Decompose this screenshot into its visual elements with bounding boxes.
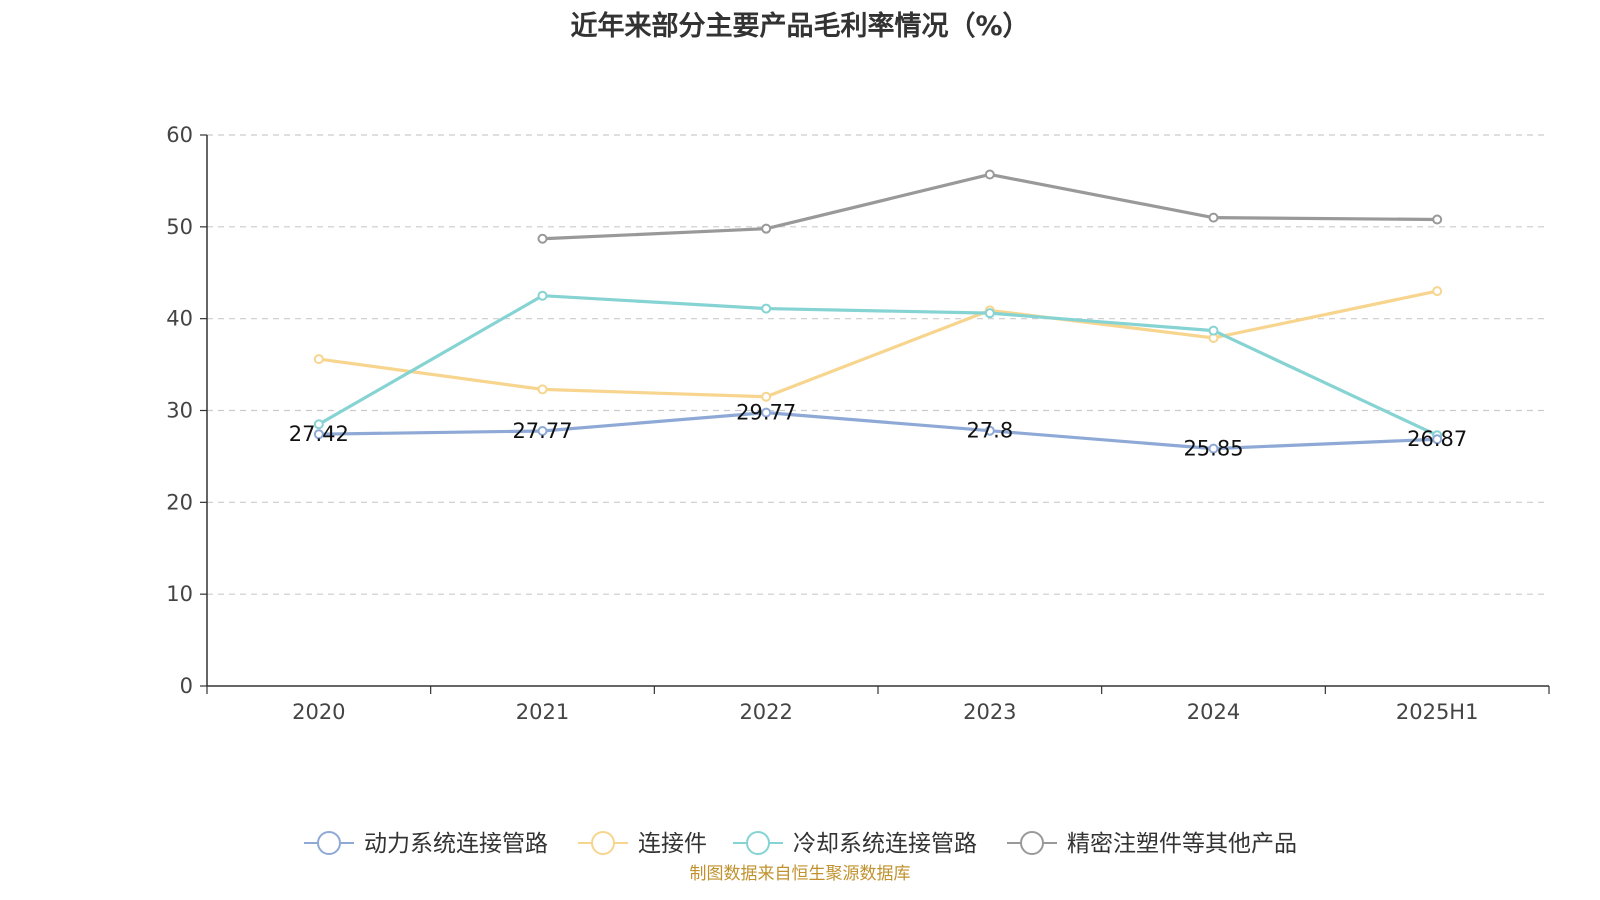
series-3-point [537, 233, 548, 244]
series-1-point [537, 384, 548, 395]
x-tick-label: 2025H1 [1396, 700, 1479, 724]
series-2-point [313, 419, 324, 430]
x-tick-label: 2022 [739, 700, 792, 724]
series-3-point [1432, 214, 1443, 225]
series-line-3 [542, 172, 1438, 241]
series-0-point [1208, 443, 1219, 454]
y-tick-label: 10 [166, 582, 193, 606]
data-label: 25.85 [1183, 437, 1243, 461]
series-3-point [761, 223, 772, 234]
legend-label: 冷却系统连接管路 [793, 831, 977, 857]
series-1-point [1432, 286, 1443, 297]
y-tick-label: 40 [166, 307, 193, 331]
series-2-point [984, 308, 995, 319]
legend-label: 动力系统连接管路 [364, 831, 548, 857]
series-0-point [761, 407, 772, 418]
legend-item-0: 动力系统连接管路 [304, 831, 548, 857]
legend-label: 连接件 [638, 831, 707, 857]
y-tick-label: 0 [180, 674, 193, 698]
series-2-point [1208, 325, 1219, 336]
legend-marker [317, 831, 341, 855]
y-tick-label: 20 [166, 490, 193, 514]
series-line-0 [318, 411, 1438, 451]
data-label: 27.42 [289, 422, 349, 446]
legend-item-3: 精密注塑件等其他产品 [1007, 831, 1297, 857]
legend-marker [746, 831, 770, 855]
series-1-point [761, 391, 772, 402]
series-line-1 [318, 289, 1438, 399]
data-label: 26.87 [1407, 427, 1467, 451]
data-source-note: 制图数据来自恒生聚源数据库 [689, 864, 911, 884]
series-0-point [1432, 434, 1443, 445]
legend-item-1: 连接件 [578, 831, 707, 857]
data-label: 29.77 [736, 401, 796, 425]
series-1-point [313, 354, 324, 365]
series-0-point [537, 425, 548, 436]
legend-marker [591, 831, 615, 855]
x-tick-label: 2020 [292, 700, 345, 724]
series-0-point [984, 425, 995, 436]
legend-marker [1020, 831, 1044, 855]
x-tick-label: 2023 [963, 700, 1016, 724]
series-2-point [761, 303, 772, 314]
legend-item-2: 冷却系统连接管路 [733, 831, 977, 857]
chart-title: 近年来部分主要产品毛利率情况（%） [570, 11, 1030, 42]
x-tick-label: 2021 [516, 700, 569, 724]
data-label: 27.8 [966, 419, 1013, 443]
series-2-point [537, 290, 548, 301]
y-tick-label: 60 [166, 123, 193, 147]
y-tick-label: 30 [166, 399, 193, 423]
series-0-point [313, 429, 324, 440]
series-3-point [984, 169, 995, 180]
series-3-point [1208, 212, 1219, 223]
y-tick-label: 50 [166, 215, 193, 239]
legend-label: 精密注塑件等其他产品 [1067, 831, 1297, 857]
x-tick-label: 2024 [1187, 700, 1240, 724]
data-label: 27.77 [512, 419, 572, 443]
series-line-2 [318, 294, 1438, 437]
